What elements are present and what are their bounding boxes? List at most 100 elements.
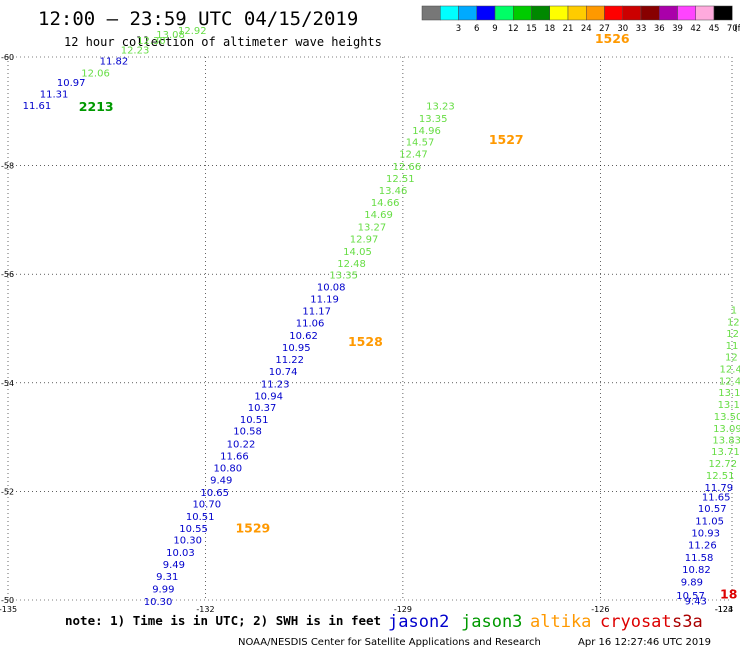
- scale-swatch: [677, 5, 696, 21]
- y-tick-label: -60: [1, 53, 14, 62]
- jason2-point: 10.93: [691, 529, 720, 540]
- jason2-point: 11.22: [275, 355, 304, 366]
- s3a-point: 12.30: [137, 36, 166, 47]
- s3a-point: 13.46: [379, 186, 408, 197]
- scale-tick-label: 6: [474, 24, 479, 34]
- scale-tick-label: 21: [563, 24, 574, 34]
- s3a-point: 14.05: [343, 247, 372, 258]
- scale-tick-label: 27: [599, 24, 610, 34]
- s3a-point: 14.57: [406, 138, 435, 149]
- y-tick-label: -54: [1, 379, 14, 388]
- jason2-point: 10.08: [317, 283, 346, 294]
- s3a-point: 12: [725, 353, 738, 364]
- jason2-point: 10.55: [179, 524, 208, 535]
- scale-swatch: [659, 5, 678, 21]
- satellite-legend: jason2 jason3 altika cryosat s3a: [388, 612, 703, 632]
- s3a-point: 13.71: [711, 447, 740, 458]
- jason2-point: 10.22: [227, 440, 256, 451]
- jason2-point: 11.31: [40, 89, 69, 100]
- x-tick-label: -132: [196, 605, 214, 614]
- jason2-point: 10.51: [240, 415, 269, 426]
- s3a-point: 14.96: [412, 126, 441, 137]
- scale-swatch: [421, 5, 441, 21]
- jason2-point: 11.23: [261, 379, 290, 390]
- jason2-point: 9.49: [163, 560, 185, 571]
- jason2-point: 10.51: [186, 512, 215, 523]
- s3a-point: 12.51: [386, 174, 415, 185]
- altika-point: 1526: [595, 31, 630, 46]
- jason2-point: 9.99: [152, 585, 174, 596]
- satellite-legend-jason2: jason2: [388, 612, 449, 632]
- s3a-point: 12.97: [350, 234, 379, 245]
- s3a-point: 12.51: [706, 471, 735, 482]
- scale-tick-label: 12: [508, 24, 519, 34]
- s3a-point: 12: [726, 329, 739, 340]
- scale-swatch: [513, 5, 532, 21]
- scale-tick-label: 24: [581, 24, 592, 34]
- scale-swatch: [713, 5, 733, 21]
- s3a-point: 13.1: [718, 388, 740, 399]
- jason2-point: 10.80: [214, 464, 243, 475]
- footer-note: note: 1) Time is in UTC; 2) SWH is in fe…: [65, 613, 381, 628]
- footer-timestamp: Apr 16 12:27:46 UTC 2019: [578, 637, 711, 648]
- s3a-point: 12.66: [393, 162, 422, 173]
- jason2-point: 11.66: [220, 452, 249, 463]
- scale-swatch: [458, 5, 477, 21]
- x-tick-label: -129: [394, 605, 412, 614]
- s3a-point: 14.66: [371, 198, 400, 209]
- s3a-point: 12.48: [337, 259, 366, 270]
- scale-tick-label: 18: [544, 24, 555, 34]
- jason2-point: 9.89: [681, 578, 703, 589]
- satellite-legend-jason3: jason3: [461, 612, 522, 632]
- satellite-legend-altika: altika: [530, 612, 591, 632]
- jason2-point: 11.79: [705, 483, 734, 494]
- jason2-point: 11.58: [685, 553, 714, 564]
- s3a-point: 13.27: [358, 222, 387, 233]
- cryosat-point: 18: [720, 587, 737, 602]
- jason2-point: 11.26: [688, 541, 717, 552]
- axis-tick-labels: -50 -52 -54 -56 -58 -60 -135 -132 -129 -126 -123-1…: [0, 53, 733, 614]
- scale-swatch: [695, 5, 715, 21]
- scale-tick-label: 70: [727, 24, 738, 34]
- s3a-point: 1: [731, 305, 737, 316]
- jason2-point: 10.30: [173, 536, 202, 547]
- jason2-point: 11.19: [310, 295, 339, 306]
- jason2-point: 9.31: [156, 572, 178, 583]
- scale-tick-label: 33: [636, 24, 647, 34]
- s3a-point: 12.06: [81, 69, 110, 80]
- jason2-point: 10.70: [192, 499, 221, 510]
- jason2-point: 10.58: [233, 427, 262, 438]
- scale-tick-label: 39: [672, 24, 683, 34]
- x-tick-label: -126: [591, 605, 609, 614]
- x-tick-label: -135: [0, 605, 17, 614]
- y-tick-label: -50: [1, 596, 14, 605]
- jason2-point: 10.37: [248, 403, 277, 414]
- scale-tick-label: 36: [654, 24, 665, 34]
- jason2-point: 10.94: [254, 391, 283, 402]
- scale-swatch: [622, 5, 642, 21]
- grid: [7, 56, 733, 601]
- jason2-point: 11.82: [100, 56, 129, 67]
- s3a-point: 13.23: [426, 101, 455, 112]
- scale-swatch: [549, 5, 569, 21]
- jason2-point: 11.05: [695, 517, 724, 528]
- scale-tick-label: 45: [709, 24, 720, 34]
- scale-swatch: [531, 5, 550, 21]
- s3a-point: 12.23: [121, 45, 150, 56]
- jason2-point: 11.65: [702, 492, 731, 503]
- jason2-point: 9.49: [210, 475, 232, 486]
- scale-tick-label: 42: [690, 24, 701, 34]
- s3a-point: 13.08: [156, 30, 185, 41]
- jason2-point: 10.95: [282, 343, 311, 354]
- scale-tick-label: 30: [617, 24, 628, 34]
- y-tick-label: -52: [1, 487, 14, 496]
- scale-swatch: [567, 5, 587, 21]
- jason2-point: 11.17: [302, 307, 331, 318]
- s3a-point: 12.4: [719, 377, 740, 388]
- x-tick-label: -123: [715, 605, 733, 614]
- s3a-point: 13.83: [712, 435, 740, 446]
- s3a-point: 12.92: [178, 26, 207, 37]
- altika-point: 1528: [348, 334, 383, 349]
- scale-tick-label: 9: [492, 24, 497, 34]
